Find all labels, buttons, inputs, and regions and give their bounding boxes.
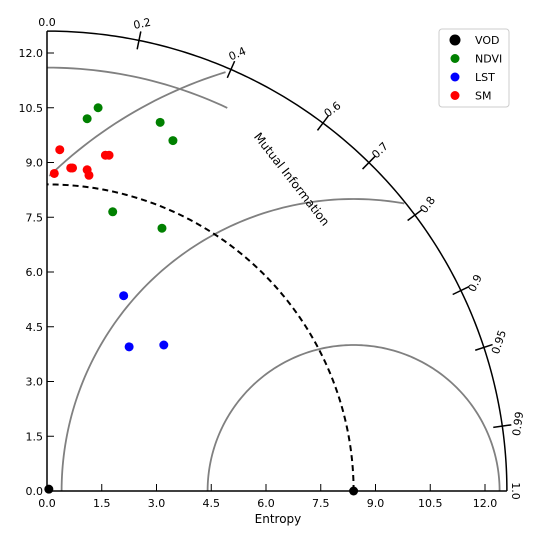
angular-tick-label-1: 0.2 <box>132 16 152 32</box>
x-tick-label-8: 12.0 <box>473 497 498 510</box>
y-tick-label-0: 0.0 <box>26 485 44 498</box>
point-lst-2 <box>159 340 169 350</box>
angular-tick-6 <box>452 285 470 296</box>
point-ndvi-3 <box>168 136 178 146</box>
x-tick-label-2: 3.0 <box>148 497 166 510</box>
point-sm-5 <box>84 170 94 180</box>
y-tick-label-6: 9.0 <box>26 157 44 170</box>
data-points <box>44 103 359 496</box>
inner-arc <box>46 66 228 109</box>
x-tick-label-4: 6.0 <box>257 497 275 510</box>
legend-label-sm: SM <box>475 90 491 103</box>
angular-tick-4 <box>362 155 376 170</box>
y-tick-label-4: 6.0 <box>26 266 44 279</box>
legend-marker-lst <box>450 72 460 82</box>
x-tick-label-6: 9.0 <box>367 497 385 510</box>
angular-tick-5 <box>407 208 423 222</box>
angular-tick-2 <box>226 60 236 79</box>
point-vod-1 <box>349 486 359 496</box>
y-tick-label-8: 12.0 <box>19 47 44 60</box>
y-tick-label-3: 4.5 <box>26 321 44 334</box>
legend-label-vod: VOD <box>475 34 499 47</box>
angular-tick-8 <box>493 424 512 429</box>
diagram-axes: 0.0 1.5 3.0 4.5 6.0 7.5 9.0 10.5 12.0 0.0 1.5 3.0 4.… <box>19 31 507 510</box>
x-tick-label-5: 7.5 <box>312 497 330 510</box>
angular-axis: 0.0 0.20.40.60.70.80.90.950.991.0 <box>38 16 526 500</box>
distance-arc-1 <box>60 198 405 492</box>
point-ndvi-0 <box>93 103 103 113</box>
legend: VOD NDVI LST SM <box>438 28 510 108</box>
point-lst-1 <box>124 342 134 352</box>
point-sm-0 <box>55 145 65 155</box>
y-tick-label-7: 10.5 <box>19 102 44 115</box>
point-ndvi-1 <box>82 114 92 124</box>
legend-box <box>438 28 510 108</box>
angular-tick-label-2: 0.4 <box>227 45 248 64</box>
point-vod-0 <box>44 484 54 494</box>
y-tick-label-1: 1.5 <box>26 430 44 443</box>
legend-marker-vod <box>449 34 461 46</box>
point-ndvi-5 <box>157 223 167 233</box>
legend-label-lst: LST <box>475 71 495 84</box>
reference-arc <box>46 183 355 492</box>
angular-tick-label-6: 0.9 <box>466 272 485 293</box>
legend-marker-sm <box>450 91 460 100</box>
point-lst-0 <box>119 291 129 301</box>
distance-arc-0 <box>206 344 501 492</box>
y-tick-label-2: 3.0 <box>26 376 44 389</box>
outer-arc <box>46 30 508 492</box>
angular-tick-label-5: 0.8 <box>417 194 438 216</box>
point-sm-7 <box>104 150 114 160</box>
distance-arc-2 <box>48 71 226 177</box>
angular-tick-1 <box>136 31 142 50</box>
angular-tick-label-0: 0.0 <box>38 16 56 29</box>
y-tick-label-5: 7.5 <box>26 211 44 224</box>
point-ndvi-2 <box>155 117 165 127</box>
x-tick-label-7: 10.5 <box>418 497 443 510</box>
x-tick-label-0: 0.0 <box>38 497 56 510</box>
angular-tick-label-3: 0.6 <box>322 99 344 120</box>
x-tick-label-1: 1.5 <box>93 497 111 510</box>
diagram-arcs <box>46 30 508 492</box>
angular-tick-7 <box>475 343 493 351</box>
x-axis-title: Entropy <box>255 512 302 526</box>
angular-tick-label-8: 0.99 <box>510 411 526 437</box>
legend-marker-ndvi <box>450 54 460 63</box>
angular-tick-3 <box>316 115 330 131</box>
legend-label-ndvi: NDVI <box>475 53 502 66</box>
angular-tick-label-9: 1.0 <box>509 482 522 500</box>
point-sm-3 <box>68 163 78 173</box>
point-sm-1 <box>49 168 59 178</box>
point-ndvi-4 <box>108 207 118 217</box>
angular-tick-label-7: 0.95 <box>489 328 509 355</box>
x-tick-label-3: 4.5 <box>203 497 221 510</box>
